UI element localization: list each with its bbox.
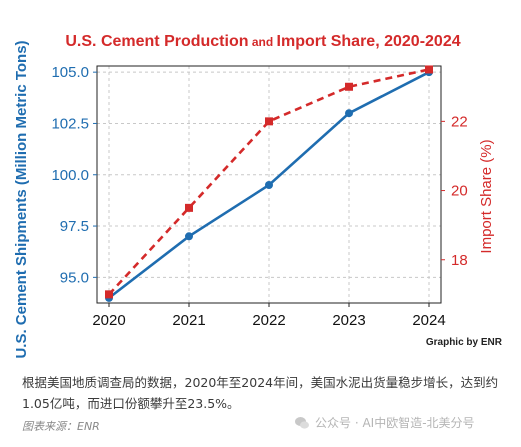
chart: U.S. Cement Production and Import Share,… [13,33,503,359]
wechat-icon [295,416,309,429]
series-2-point [185,203,193,212]
series-2-point [345,82,353,91]
chart-title: U.S. Cement Production and Import Share,… [65,33,460,50]
ticks: 2020 2021 2022 2023 202495.097.5100.0102.510… [51,64,467,329]
series-2-point [425,65,433,74]
title-main: U.S. Cement Production [65,33,248,50]
x-tick-label: 2020 [92,312,125,329]
y-axis-label-right: Import Share (%) [478,139,495,253]
y-left-tick-label: 102.5 [51,115,89,132]
credit-text: Graphic by ENR [426,337,503,348]
series-1-point [185,232,193,241]
series-1-point [265,181,273,190]
x-tick-label: 2023 [332,312,365,329]
series-line-2 [108,68,430,296]
series-1-point [345,109,353,118]
series-2-point [105,290,113,299]
series-layer [105,65,433,302]
x-tick-label: 2022 [252,312,285,329]
y-left-tick-label: 105.0 [51,64,89,81]
x-tick-label: 2024 [412,312,445,329]
y-right-tick-label: 20 [451,183,468,200]
y-right-tick-label: 18 [451,252,468,269]
series-2-point [265,117,273,126]
source-text: 图表来源：ENR [22,420,100,433]
title-join: and [249,35,277,49]
y-left-tick-label: 97.5 [60,218,89,235]
watermark: 公众号 · AI中欧智造-北美分号 [294,414,475,431]
x-tick-label: 2021 [172,312,205,329]
y-axis-label-left: U.S. Cement Shipments (Million Metric To… [13,40,30,358]
title-end: Import Share, 2020-2024 [277,33,461,50]
y-left-tick-label: 100.0 [51,167,89,184]
watermark-text: 公众号 · AI中欧智造-北美分号 [315,416,475,430]
caption-text: 根据美国地质调查局的数据，2020年至2024年间，美国水泥出货量稳步增长，达到… [22,375,499,411]
y-right-tick-label: 22 [451,113,468,130]
y-left-tick-label: 95.0 [60,269,89,286]
